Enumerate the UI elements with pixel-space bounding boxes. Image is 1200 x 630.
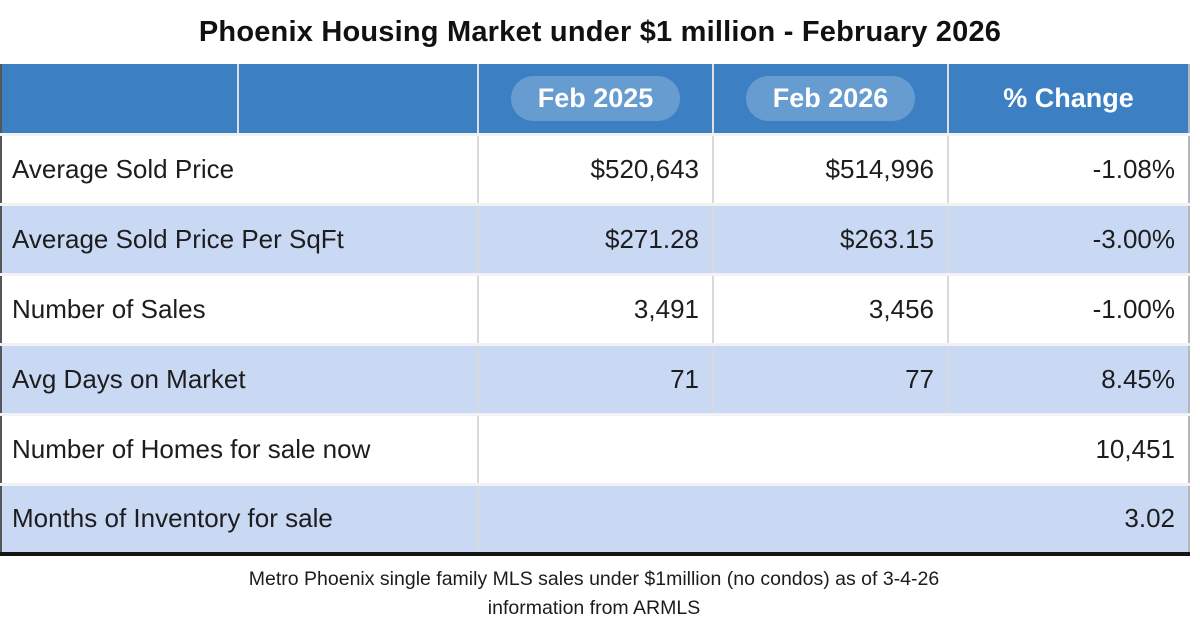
header-pct-change: % Change: [947, 64, 1189, 134]
feb-2025-value: 71: [477, 342, 713, 414]
row-label: Months of Inventory for sale: [1, 482, 478, 554]
table-header: Feb 2025 Feb 2026 % Change: [1, 64, 1189, 134]
header-row: Feb 2025 Feb 2026 % Change: [1, 64, 1189, 134]
feb-2026-value: $514,996: [712, 132, 948, 204]
table-row-price-per-sqft: Average Sold Price Per SqFt $271.28 $263…: [1, 202, 1189, 274]
page-title: Phoenix Housing Market under $1 million …: [198, 15, 1002, 48]
feb-2026-value: $263.15: [712, 202, 948, 274]
feb-2025-value: $520,643: [477, 132, 713, 204]
table-row-average-sold-price: Average Sold Price $520,643 $514,996 -1.…: [1, 132, 1189, 204]
pct-change-value: -1.08%: [947, 132, 1189, 204]
header-feb-2026: Feb 2026: [712, 64, 948, 134]
feb-2025-value: 3,491: [477, 272, 713, 344]
row-label: Number of Sales: [1, 272, 478, 344]
source-note: Metro Phoenix single family MLS sales un…: [0, 556, 1188, 623]
table-row-number-of-sales: Number of Sales 3,491 3,456 -1.00%: [1, 272, 1189, 344]
table-row-months-of-inventory: Months of Inventory for sale 3.02: [1, 482, 1189, 554]
source-note-line2: information from ARMLS: [487, 597, 701, 619]
pct-change-value: -3.00%: [947, 202, 1189, 274]
table-row-avg-days-on-market: Avg Days on Market 71 77 8.45%: [1, 342, 1189, 414]
row-label: Number of Homes for sale now: [1, 412, 478, 484]
feb-2026-value: 3,456: [712, 272, 948, 344]
row-label: Average Sold Price: [1, 132, 478, 204]
row-label: Avg Days on Market: [1, 342, 478, 414]
table-body: Average Sold Price $520,643 $514,996 -1.…: [1, 132, 1189, 554]
pct-change-label: % Change: [1003, 82, 1134, 113]
housing-market-table: Feb 2025 Feb 2026 % Change Average Sold …: [0, 64, 1190, 556]
row-label: Average Sold Price Per SqFt: [1, 202, 478, 274]
feb-2026-value: 77: [712, 342, 948, 414]
months-inventory-value: 3.02: [477, 482, 1189, 554]
feb-2026-pill: Feb 2026: [745, 75, 916, 121]
pct-change-value: 8.45%: [947, 342, 1189, 414]
table-row-homes-for-sale-now: Number of Homes for sale now 10,451: [1, 412, 1189, 484]
header-feb-2025: Feb 2025: [477, 64, 713, 134]
header-blank-1: [1, 64, 238, 134]
pct-change-value: -1.00%: [947, 272, 1189, 344]
source-note-line1: Metro Phoenix single family MLS sales un…: [248, 568, 940, 590]
homes-for-sale-value: 10,451: [477, 412, 1189, 484]
header-blank-2: [237, 64, 478, 134]
feb-2025-value: $271.28: [477, 202, 713, 274]
feb-2025-pill: Feb 2025: [510, 75, 681, 121]
